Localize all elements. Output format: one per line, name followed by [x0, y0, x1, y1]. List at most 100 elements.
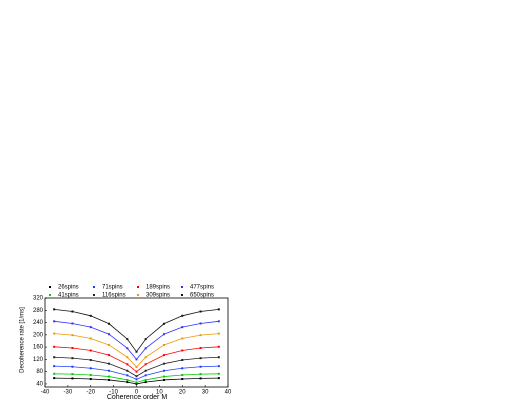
- x-tick-label: -20: [86, 390, 95, 396]
- data-point: [217, 308, 220, 311]
- series-line: [54, 308, 219, 353]
- y-tick-label: 160: [33, 345, 44, 351]
- data-point: [181, 358, 184, 361]
- y-tick-label: 120: [33, 357, 44, 363]
- data-point: [162, 369, 165, 372]
- data-point: [135, 366, 138, 369]
- data-point: [135, 378, 138, 381]
- data-point: [181, 326, 184, 329]
- data-point: [181, 349, 184, 352]
- data-point: [108, 378, 111, 381]
- data-point: [162, 322, 165, 325]
- series-line: [54, 320, 219, 361]
- data-point: [217, 365, 220, 368]
- data-point: [199, 334, 202, 337]
- x-tick-label: -10: [109, 390, 118, 396]
- data-point: [144, 356, 147, 359]
- data-point: [199, 347, 202, 350]
- data-point: [53, 308, 56, 311]
- data-point: [108, 343, 111, 346]
- legend-marker: [137, 286, 139, 288]
- x-tick-label: 20: [179, 390, 186, 396]
- data-point: [53, 377, 56, 380]
- y-tick-label: 200: [33, 332, 44, 338]
- data-point: [108, 369, 111, 372]
- legend-label: 309spins: [146, 293, 170, 299]
- data-point: [162, 378, 165, 381]
- data-point: [89, 326, 92, 329]
- legend-marker: [93, 286, 95, 288]
- data-point: [144, 363, 147, 366]
- data-point: [126, 369, 129, 372]
- data-point: [135, 382, 138, 385]
- data-point: [162, 343, 165, 346]
- data-point: [126, 338, 129, 341]
- data-point: [108, 333, 111, 336]
- data-point: [53, 372, 56, 375]
- data-point: [181, 378, 184, 381]
- data-point: [162, 362, 165, 365]
- legend-label: 71spins: [102, 285, 123, 291]
- data-point: [89, 378, 92, 381]
- data-point: [53, 365, 56, 368]
- data-point: [71, 322, 74, 325]
- data-point: [144, 381, 147, 384]
- data-point: [135, 381, 138, 384]
- legend-label: 477spins: [190, 285, 214, 291]
- y-tick-label: 280: [33, 308, 44, 314]
- data-point: [217, 372, 220, 375]
- y-tick-label: 240: [33, 320, 44, 326]
- data-point: [162, 354, 165, 357]
- x-tick-label: 30: [202, 390, 209, 396]
- data-point: [181, 314, 184, 317]
- data-point: [217, 345, 220, 348]
- data-point: [89, 349, 92, 352]
- data-point: [135, 350, 138, 353]
- data-point: [89, 367, 92, 370]
- x-tick-label: 0: [135, 390, 139, 396]
- legend-label: 116spins: [102, 293, 126, 299]
- data-point: [53, 356, 56, 359]
- data-point: [126, 374, 129, 377]
- data-point: [181, 367, 184, 370]
- data-point: [199, 373, 202, 376]
- legend-label: 26spins: [58, 285, 79, 291]
- data-point: [217, 332, 220, 335]
- series-line: [54, 333, 219, 368]
- data-point: [135, 375, 138, 378]
- x-tick-label: 10: [156, 390, 163, 396]
- data-point: [53, 345, 56, 348]
- data-point: [144, 338, 147, 341]
- data-point: [126, 356, 129, 359]
- x-tick-label: -40: [41, 390, 50, 396]
- data-point: [162, 375, 165, 378]
- data-point: [199, 322, 202, 325]
- data-point: [53, 320, 56, 323]
- data-point: [71, 377, 74, 380]
- legend-marker: [137, 294, 139, 296]
- data-point: [199, 357, 202, 360]
- data-point: [71, 373, 74, 376]
- y-axis-label: Decoherence rate [1/ms]: [20, 307, 26, 373]
- y-tick-label: 320: [33, 296, 44, 302]
- legend-label: 650spins: [190, 293, 214, 299]
- data-point: [199, 377, 202, 380]
- data-point: [108, 354, 111, 357]
- data-point: [126, 381, 129, 384]
- data-point: [71, 357, 74, 360]
- series-line: [54, 365, 219, 380]
- legend-marker: [49, 286, 51, 288]
- data-point: [126, 378, 129, 381]
- data-point: [108, 322, 111, 325]
- data-point: [126, 363, 129, 366]
- x-tick-label: -30: [64, 390, 73, 396]
- y-tick-label: 40: [36, 382, 43, 388]
- data-point: [144, 347, 147, 350]
- legend-marker: [93, 294, 95, 296]
- data-point: [181, 337, 184, 340]
- data-point: [144, 374, 147, 377]
- data-point: [144, 369, 147, 372]
- data-point: [71, 334, 74, 337]
- data-point: [53, 332, 56, 335]
